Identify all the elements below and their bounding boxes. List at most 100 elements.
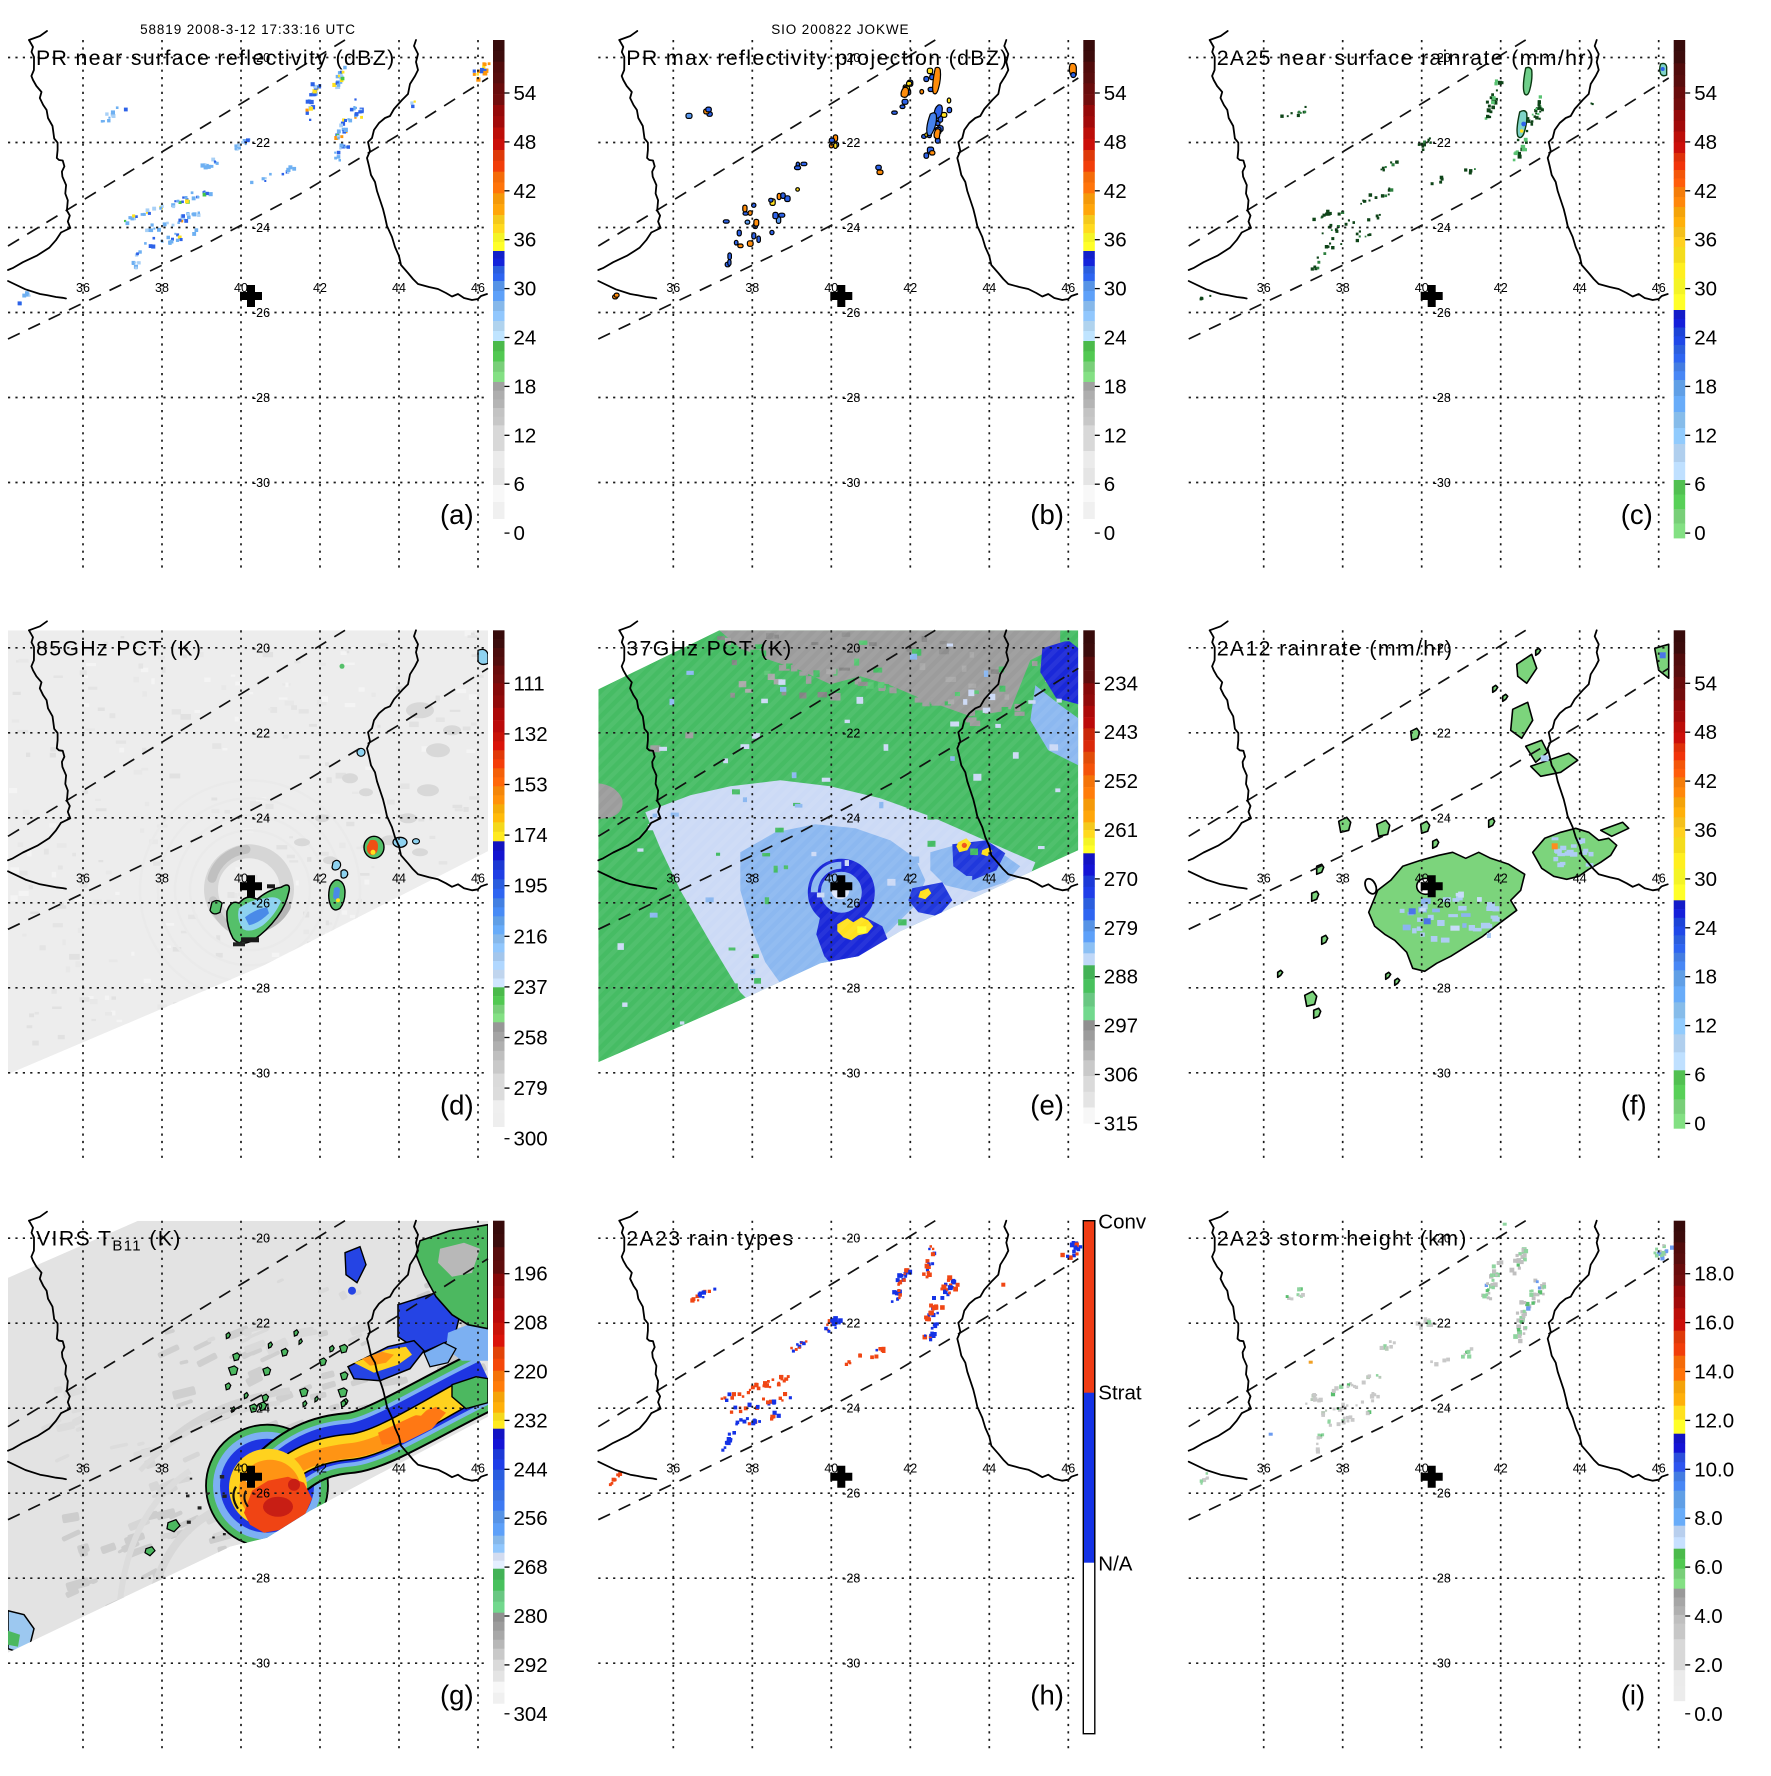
svg-text:(i): (i): [1621, 1680, 1645, 1711]
svg-text:30: 30: [1694, 278, 1717, 301]
svg-text:PR near surface reflectivity (: PR near surface reflectivity (dBZ): [36, 46, 396, 70]
svg-text:0: 0: [1694, 1112, 1705, 1135]
svg-text:16.0: 16.0: [1694, 1312, 1734, 1335]
svg-text:12: 12: [514, 424, 537, 447]
svg-text:237: 237: [514, 976, 548, 999]
svg-text:PR max reflectivity projection: PR max reflectivity projection (dBZ): [626, 46, 1008, 70]
svg-text:(d): (d): [440, 1089, 474, 1120]
svg-text:258: 258: [514, 1027, 548, 1050]
svg-text:54: 54: [514, 82, 537, 105]
svg-text:153: 153: [514, 774, 548, 797]
svg-text:256: 256: [514, 1507, 548, 1530]
svg-text:36: 36: [514, 229, 537, 252]
svg-text:24: 24: [1694, 917, 1717, 940]
svg-text:Strat: Strat: [1098, 1382, 1142, 1405]
svg-text:252: 252: [1104, 770, 1138, 793]
svg-text:220: 220: [514, 1361, 548, 1384]
svg-text:279: 279: [514, 1077, 548, 1100]
svg-text:48: 48: [1694, 721, 1717, 744]
svg-text:48: 48: [514, 131, 537, 154]
svg-text:268: 268: [514, 1556, 548, 1579]
svg-text:6: 6: [514, 473, 525, 496]
svg-text:2A12 rainrate (mm/hr): 2A12 rainrate (mm/hr): [1217, 636, 1454, 660]
svg-text:24: 24: [514, 327, 537, 350]
svg-text:288: 288: [1104, 966, 1138, 989]
svg-text:30: 30: [514, 278, 537, 301]
svg-text:30: 30: [1694, 868, 1717, 891]
svg-text:18: 18: [1694, 966, 1717, 989]
svg-text:132: 132: [514, 723, 548, 746]
svg-text:292: 292: [514, 1654, 548, 1677]
svg-text:42: 42: [1694, 770, 1717, 793]
svg-text:279: 279: [1104, 917, 1138, 940]
svg-text:(a): (a): [440, 499, 474, 530]
svg-text:261: 261: [1104, 819, 1138, 842]
svg-text:2.0: 2.0: [1694, 1654, 1723, 1677]
svg-text:2A25 near surface rainrate (mm: 2A25 near surface rainrate (mm/hr): [1217, 46, 1596, 70]
svg-text:8.0: 8.0: [1694, 1507, 1723, 1530]
svg-text:SIO 200822 JOKWE: SIO 200822 JOKWE: [771, 22, 909, 37]
svg-text:208: 208: [514, 1312, 548, 1335]
svg-text:12.0: 12.0: [1694, 1409, 1734, 1432]
svg-text:36: 36: [1104, 229, 1127, 252]
svg-text:195: 195: [514, 875, 548, 898]
svg-text:18: 18: [1694, 375, 1717, 398]
svg-text:6.0: 6.0: [1694, 1556, 1723, 1579]
svg-text:0: 0: [1694, 522, 1705, 545]
svg-text:58819 2008-3-12 17:33:16 UTC: 58819 2008-3-12 17:33:16 UTC: [140, 22, 356, 37]
svg-text:24: 24: [1694, 327, 1717, 350]
svg-text:280: 280: [514, 1605, 548, 1628]
svg-text:315: 315: [1104, 1112, 1138, 1135]
svg-text:270: 270: [1104, 868, 1138, 891]
svg-text:42: 42: [1694, 180, 1717, 203]
svg-text:4.0: 4.0: [1694, 1605, 1723, 1628]
svg-text:54: 54: [1694, 672, 1717, 695]
svg-text:243: 243: [1104, 721, 1138, 744]
svg-text:6: 6: [1694, 473, 1705, 496]
svg-text:300: 300: [514, 1128, 548, 1151]
svg-text:36: 36: [1694, 229, 1717, 252]
svg-text:18.0: 18.0: [1694, 1263, 1734, 1286]
svg-text:2A23 rain types: 2A23 rain types: [626, 1227, 794, 1251]
svg-text:(f): (f): [1621, 1089, 1647, 1120]
svg-text:42: 42: [514, 180, 537, 203]
svg-text:12: 12: [1104, 424, 1127, 447]
svg-text:14.0: 14.0: [1694, 1361, 1734, 1384]
svg-text:VIRS TB11 (K): VIRS TB11 (K): [36, 1227, 182, 1255]
svg-text:36: 36: [1694, 819, 1717, 842]
svg-text:216: 216: [514, 925, 548, 948]
svg-text:244: 244: [514, 1458, 548, 1481]
svg-text:196: 196: [514, 1263, 548, 1286]
svg-text:N/A: N/A: [1098, 1553, 1133, 1576]
svg-text:85GHz PCT (K): 85GHz PCT (K): [36, 636, 202, 660]
svg-text:18: 18: [514, 375, 537, 398]
svg-text:(g): (g): [440, 1680, 474, 1711]
svg-text:232: 232: [514, 1409, 548, 1432]
svg-text:37GHz PCT (K): 37GHz PCT (K): [626, 636, 792, 660]
svg-text:Conv: Conv: [1098, 1211, 1147, 1234]
svg-text:234: 234: [1104, 672, 1138, 695]
svg-text:0: 0: [514, 522, 525, 545]
svg-text:(h): (h): [1030, 1680, 1064, 1711]
svg-text:(c): (c): [1621, 499, 1653, 530]
svg-text:24: 24: [1104, 327, 1127, 350]
svg-text:111: 111: [514, 672, 545, 695]
svg-text:2A23 storm height (km): 2A23 storm height (km): [1217, 1227, 1468, 1251]
svg-text:42: 42: [1104, 180, 1127, 203]
svg-text:12: 12: [1694, 424, 1717, 447]
svg-text:12: 12: [1694, 1015, 1717, 1038]
svg-text:30: 30: [1104, 278, 1127, 301]
svg-text:174: 174: [514, 824, 548, 847]
svg-text:6: 6: [1104, 473, 1115, 496]
svg-text:6: 6: [1694, 1064, 1705, 1087]
svg-text:48: 48: [1104, 131, 1127, 154]
svg-text:297: 297: [1104, 1015, 1138, 1038]
svg-text:306: 306: [1104, 1064, 1138, 1087]
svg-text:10.0: 10.0: [1694, 1458, 1734, 1481]
svg-text:54: 54: [1104, 82, 1127, 105]
svg-text:(e): (e): [1030, 1089, 1064, 1120]
svg-text:54: 54: [1694, 82, 1717, 105]
svg-text:18: 18: [1104, 375, 1127, 398]
svg-text:(b): (b): [1030, 499, 1064, 530]
svg-text:48: 48: [1694, 131, 1717, 154]
